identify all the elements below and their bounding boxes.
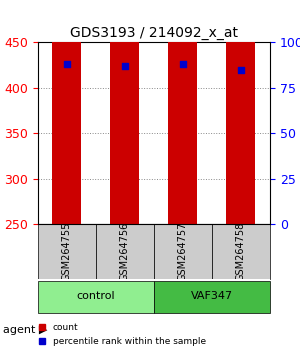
Legend: count, percentile rank within the sample: count, percentile rank within the sample: [34, 320, 209, 349]
Text: agent ▶: agent ▶: [3, 325, 47, 335]
Point: [238, 67, 243, 73]
Point: [180, 62, 185, 67]
Bar: [52, 68, 81, 354]
Text: GSM264757: GSM264757: [178, 222, 188, 281]
FancyBboxPatch shape: [212, 224, 270, 279]
Text: control: control: [76, 291, 115, 301]
Text: GSM264758: GSM264758: [236, 222, 246, 281]
FancyBboxPatch shape: [154, 224, 212, 279]
FancyBboxPatch shape: [38, 280, 154, 313]
Point: [64, 62, 69, 67]
Bar: [226, 0, 256, 224]
Title: GDS3193 / 214092_x_at: GDS3193 / 214092_x_at: [70, 26, 238, 40]
Bar: [110, 0, 139, 224]
Bar: [168, 0, 197, 224]
Bar: [110, 127, 139, 354]
Bar: [226, 207, 256, 354]
FancyBboxPatch shape: [96, 224, 154, 279]
Bar: [52, 0, 81, 224]
Text: GSM264756: GSM264756: [120, 222, 130, 281]
Point: [122, 63, 127, 69]
Text: GSM264755: GSM264755: [61, 222, 72, 281]
Bar: [168, 73, 197, 354]
FancyBboxPatch shape: [154, 280, 270, 313]
FancyBboxPatch shape: [38, 224, 96, 279]
Text: VAF347: VAF347: [191, 291, 233, 301]
